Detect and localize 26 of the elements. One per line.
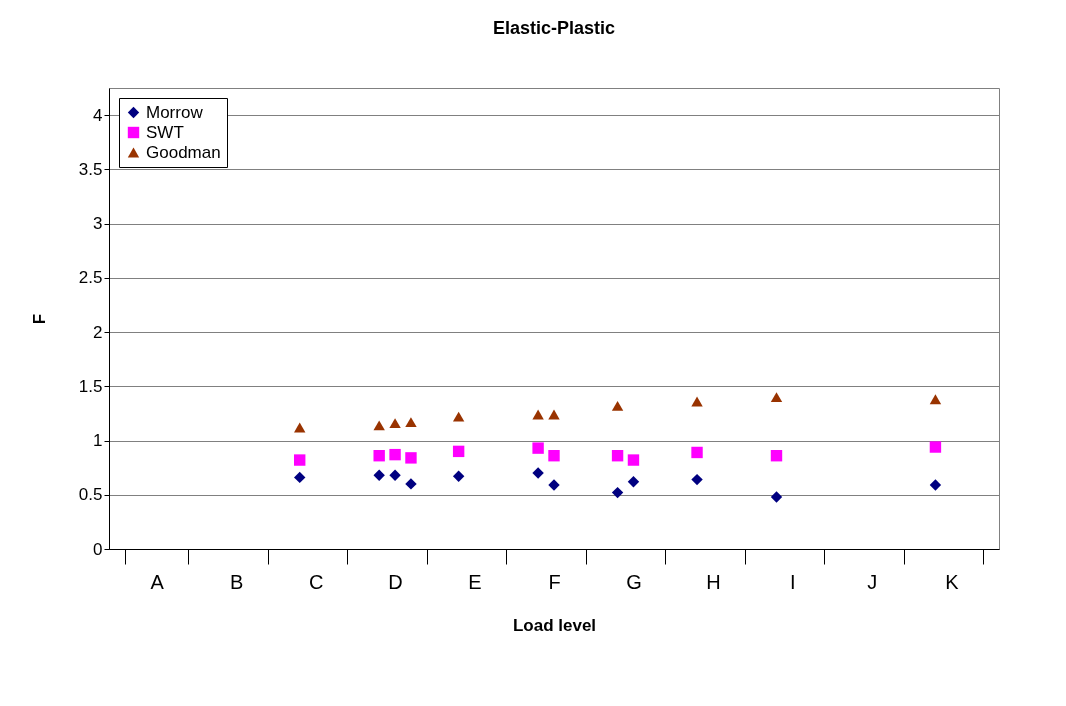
y-tick-label: 1 <box>93 431 103 451</box>
legend-label: Morrow <box>146 102 204 122</box>
x-tick-label: J <box>867 570 878 593</box>
x-tick-label: G <box>626 570 642 593</box>
x-tick-label: A <box>150 570 165 593</box>
y-tick-label: 2.5 <box>78 268 103 288</box>
y-tick-label: 0 <box>93 539 103 559</box>
legend-label: Goodman <box>146 142 221 162</box>
y-tick-label: 1.5 <box>78 376 103 396</box>
legend-label: SWT <box>146 122 184 142</box>
x-axis-title: Load level <box>512 615 597 635</box>
y-tick-label: 0.5 <box>78 485 103 505</box>
x-tick-label: H <box>706 570 721 593</box>
y-tick-label: 2 <box>93 322 103 342</box>
x-tick-label: I <box>790 570 796 593</box>
y-tick-label: 3.5 <box>78 159 103 179</box>
x-tick-label: E <box>468 570 482 593</box>
x-tick-label: B <box>229 570 244 593</box>
x-tick-label: C <box>308 570 324 593</box>
y-tick-label: 4 <box>93 105 103 125</box>
chart-title: Elastic-Plastic <box>492 18 616 38</box>
x-tick-label: F <box>548 570 561 593</box>
y-axis-title: F <box>29 313 49 325</box>
x-tick-label: D <box>388 570 403 593</box>
x-tick-label: K <box>945 570 960 593</box>
y-tick-label: 3 <box>93 214 103 234</box>
